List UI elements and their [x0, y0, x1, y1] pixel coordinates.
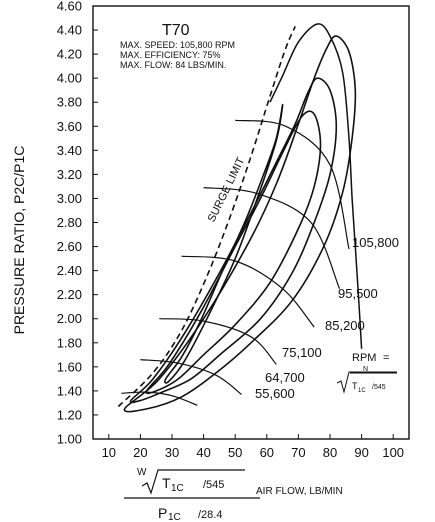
efficiency-island-2: [145, 110, 322, 395]
y-tick-label: 4.20: [57, 47, 82, 62]
rpm-formula-sub: 1C: [358, 388, 366, 394]
rpm-formula: RPM = N T 1C /545: [336, 352, 397, 394]
y-tick-label: 4.00: [57, 71, 82, 86]
speed-label-75100: 75,100: [282, 345, 322, 360]
efficiency-island-1: [164, 103, 284, 384]
y-tick-label: 4.40: [57, 23, 82, 38]
speed-line-75100: [159, 318, 277, 365]
xlabel-p: P: [158, 505, 167, 521]
y-tick-label: 2.80: [57, 215, 82, 230]
surge-limit-line: [117, 26, 296, 408]
y-tick-label: 3.80: [57, 95, 82, 110]
choke-line: [269, 23, 363, 349]
y-tick-label: 3.60: [57, 119, 82, 134]
note-max-flow: MAX. FLOW: 84 LBS/MIN.: [120, 60, 226, 70]
xlabel-p-sub: 1C: [168, 512, 181, 522]
rpm-equals: =: [383, 352, 389, 364]
x-tick-label: 70: [291, 445, 305, 460]
y-tick-label: 1.20: [57, 407, 82, 422]
rpm-sqrt-sign: [336, 371, 397, 394]
xlabel-air-flow: AIR FLOW, LB/MIN: [256, 486, 343, 497]
speed-line-64700: [140, 359, 242, 395]
speed-label-85200: 85,200: [325, 318, 365, 333]
speed-label-105800: 105,800: [352, 235, 399, 250]
xlabel-w: W: [137, 467, 147, 478]
x-tick-label: 50: [228, 445, 242, 460]
y-tick-label: 1.60: [57, 359, 82, 374]
speed-label-55600: 55,600: [255, 386, 295, 401]
speed-line-95500: [203, 187, 341, 289]
xlabel-p-div: /28.4: [198, 509, 222, 521]
xlabel-sqrt-sign: [141, 469, 245, 495]
x-tick-label: 90: [354, 445, 368, 460]
plot-border: [92, 5, 410, 440]
speed-line-105800: [235, 119, 350, 250]
speed-label-95500: 95,500: [338, 286, 378, 301]
speed-line-55600: [121, 391, 198, 406]
rpm-sub-n: N: [363, 366, 368, 373]
y-tick-label: 1.80: [57, 335, 82, 350]
xlabel-t: T: [162, 475, 171, 491]
speed-label-64700: 64,700: [265, 370, 305, 385]
y-tick-label: 2.60: [57, 239, 82, 254]
y-tick-label: 2.40: [57, 263, 82, 278]
note-max-efficiency: MAX. EFFICIENCY: 75%: [120, 50, 221, 60]
x-tick-label: 10: [102, 445, 116, 460]
x-tick-label: 20: [133, 445, 147, 460]
y-axis-ticks: 1.00 1.20 1.40 1.60 1.80 2.00 2.20 2.40 2.60 2.80…: [57, 0, 98, 447]
rpm-formula-term: T: [352, 381, 358, 391]
efficiency-island-4: [123, 35, 357, 413]
speed-line-85200: [181, 255, 315, 328]
plot-frame: [92, 5, 410, 440]
rpm-formula-div: /545: [372, 384, 386, 391]
efficiency-island-3: [129, 77, 338, 404]
rpm-text: RPM: [352, 352, 376, 364]
xlabel-t-div: /545: [203, 479, 224, 491]
x-tick-label: 80: [323, 445, 337, 460]
y-tick-label: 3.20: [57, 167, 82, 182]
y-tick-label: 1.00: [57, 432, 82, 447]
y-tick-label: 3.00: [57, 191, 82, 206]
y-tick-label: 4.60: [57, 0, 82, 14]
chart-title: T70: [162, 22, 190, 39]
x-tick-label: 60: [260, 445, 274, 460]
note-max-speed: MAX. SPEED: 105,800 RPM: [120, 40, 235, 50]
x-tick-label: 30: [165, 445, 179, 460]
y-axis-label: PRESSURE RATIO, P2C/P1C: [11, 146, 27, 335]
y-tick-label: 2.00: [57, 311, 82, 326]
map-curves: [117, 23, 363, 413]
x-tick-label: 40: [196, 445, 210, 460]
y-tick-label: 3.40: [57, 143, 82, 158]
xlabel-t-sub: 1C: [171, 483, 184, 494]
x-tick-label: 100: [382, 445, 404, 460]
x-axis-formula: W T 1C /545 P 1C /28.4 AIR FLOW, LB/MIN: [124, 467, 343, 522]
y-tick-label: 1.40: [57, 383, 82, 398]
x-axis-ticks: 10 20 30 40 50 60 70 80 90 100: [102, 434, 404, 460]
y-tick-label: 2.20: [57, 287, 82, 302]
